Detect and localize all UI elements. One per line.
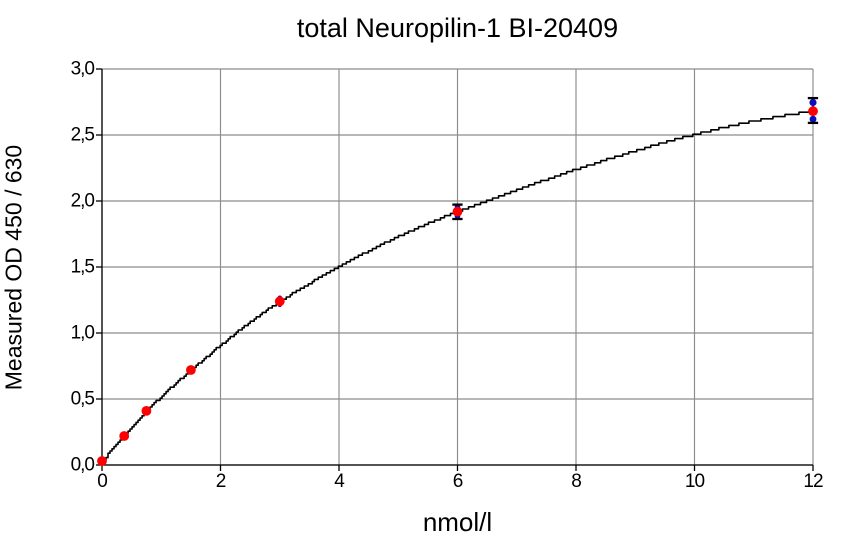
svg-text:0,0: 0,0: [71, 455, 95, 476]
svg-text:10: 10: [685, 471, 705, 492]
svg-text:12: 12: [803, 471, 823, 492]
svg-text:3,0: 3,0: [71, 59, 95, 80]
svg-text:1,0: 1,0: [71, 323, 95, 344]
svg-text:4: 4: [334, 471, 345, 492]
svg-text:0,5: 0,5: [71, 389, 95, 410]
svg-text:2,5: 2,5: [71, 125, 95, 146]
svg-text:2,0: 2,0: [71, 191, 95, 212]
svg-text:0: 0: [97, 471, 107, 492]
svg-text:6: 6: [453, 471, 463, 492]
svg-text:2: 2: [216, 471, 226, 492]
svg-text:1,5: 1,5: [71, 257, 95, 278]
svg-text:8: 8: [571, 471, 581, 492]
